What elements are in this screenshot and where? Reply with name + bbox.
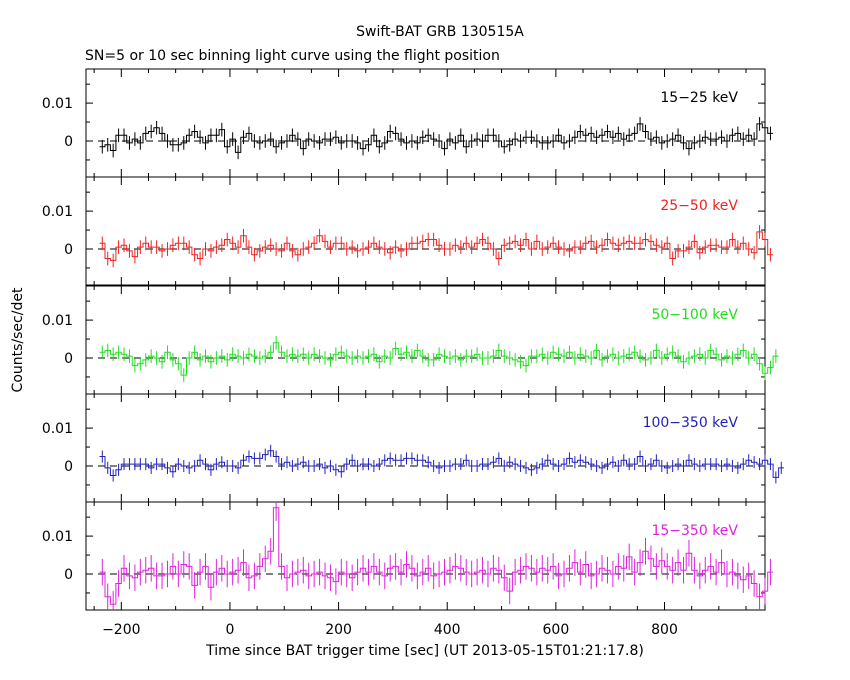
band-label-100-350-kev: 100−350 keV [643, 415, 739, 431]
x-axis-label: Time since BAT trigger time [sec] (UT 20… [205, 643, 644, 659]
panel-100-350-kev: 0 0.01 100−350 keV [42, 393, 784, 503]
x-tick-label: 400 [434, 622, 461, 638]
panel-15-25-kev: 0 0.01 15−25 keV [42, 68, 774, 178]
x-tick-label: 600 [543, 622, 570, 638]
y-tick-label: 0.01 [42, 204, 73, 220]
panel-frame [85, 68, 766, 178]
band-label-15-350-kev: 15−350 keV [651, 523, 738, 539]
chart-title: Swift-BAT GRB 130515A [356, 24, 524, 40]
y-tick-label: 0.01 [42, 529, 73, 545]
y-tick-label: 0 [64, 134, 73, 150]
x-tick-label: 800 [651, 622, 678, 638]
panel-50-100-kev: 0 0.01 50−100 keV [42, 285, 779, 395]
light-curve-25-50-kev [99, 231, 774, 261]
band-label-50-100-kev: 50−100 keV [651, 307, 738, 323]
x-tick-label: 200 [325, 622, 352, 638]
light-curve-100-350-kev [99, 450, 784, 478]
light-curve-15-350-kev [99, 507, 774, 605]
y-tick-label: 0 [64, 351, 73, 367]
band-label-25-50-kev: 25−50 keV [660, 198, 738, 214]
panel-frame [85, 393, 766, 503]
y-tick-label: 0.01 [42, 96, 73, 112]
band-label-15-25-kev: 15−25 keV [660, 90, 738, 106]
y-tick-label: 0 [64, 242, 73, 258]
y-tick-label: 0.01 [42, 313, 73, 329]
panel-frame [85, 176, 766, 286]
panels-group: 0 0.01 15−25 keV 0 0.01 25−50 keV 0 0.01 50−100 … [42, 68, 784, 638]
panel-frame [85, 501, 766, 611]
panel-frame [85, 285, 766, 395]
y-tick-label: 0.01 [42, 421, 73, 437]
panel-25-50-kev: 0 0.01 25−50 keV [42, 176, 774, 286]
chart-subtitle: SN=5 or 10 sec binning light curve using… [85, 48, 500, 64]
light-curve-50-100-kev [99, 342, 779, 376]
y-tick-label: 0 [64, 459, 73, 475]
light-curve-15-25-kev [99, 123, 774, 153]
y-axis-label: Counts/sec/det [10, 287, 26, 392]
y-tick-label: 0 [64, 567, 73, 583]
x-tick-label: −200 [102, 622, 140, 638]
panel-15-350-kev: 0 0.01 15−350 keV [42, 501, 774, 611]
x-tick-label: 0 [225, 622, 234, 638]
